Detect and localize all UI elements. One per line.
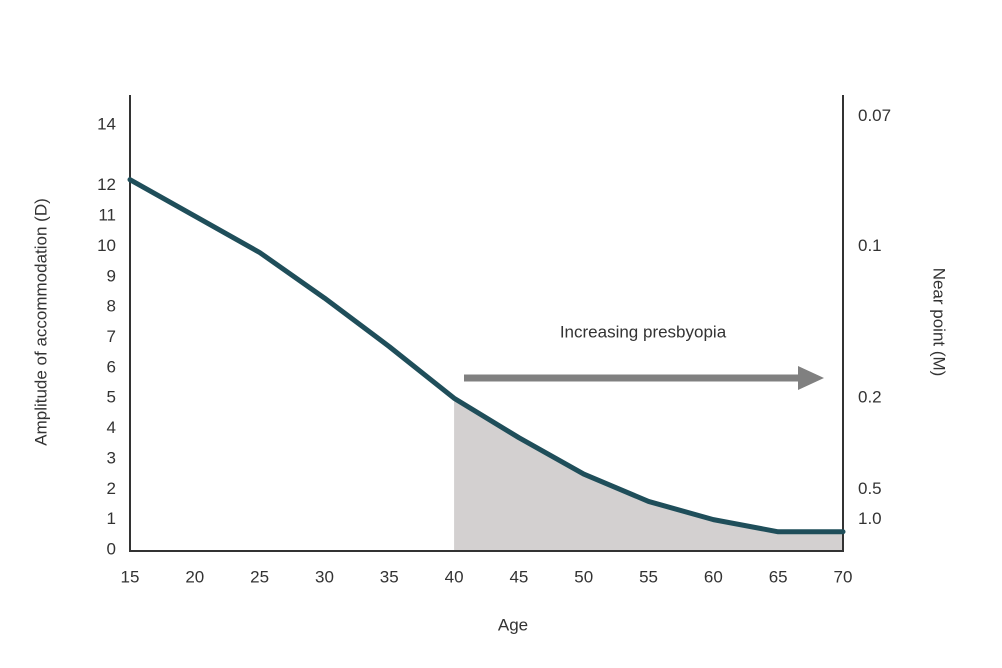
y-axis-label: Amplitude of accommodation (D) bbox=[31, 198, 50, 446]
y2-tick-label: 0.07 bbox=[858, 106, 891, 125]
annotation: Increasing presbyopia bbox=[560, 322, 727, 341]
x-tick-label: 30 bbox=[315, 567, 334, 586]
x-tick-label: 25 bbox=[250, 567, 269, 586]
y-tick-label: 3 bbox=[107, 448, 116, 467]
y-tick-label: 10 bbox=[97, 236, 116, 255]
y2-tick-label: 0.1 bbox=[858, 236, 882, 255]
x-tick-label: 60 bbox=[704, 567, 723, 586]
y-tick-label: 2 bbox=[107, 479, 116, 498]
y-tick-label: 12 bbox=[97, 175, 116, 194]
y2-tick-label: 0.2 bbox=[858, 388, 882, 407]
x-tick-label: 65 bbox=[769, 567, 788, 586]
x-axis-label: Age bbox=[498, 615, 528, 634]
y-tick-label: 14 bbox=[97, 114, 116, 133]
y-tick-label: 1 bbox=[107, 509, 116, 528]
x-tick-label: 50 bbox=[574, 567, 593, 586]
y2-tick-label: 1.0 bbox=[858, 509, 882, 528]
y-tick-label: 8 bbox=[107, 297, 116, 316]
x-tick-label: 55 bbox=[639, 567, 658, 586]
line bbox=[127, 177, 846, 535]
x-tick-label: 40 bbox=[445, 567, 464, 586]
y-tick-label: 7 bbox=[107, 327, 116, 346]
y-tick-label: 11 bbox=[98, 206, 116, 225]
y2-axis-label: Near point (M) bbox=[930, 268, 949, 377]
x-tick-label: 15 bbox=[121, 567, 140, 586]
y-tick-label: 5 bbox=[107, 388, 116, 407]
x-tick-label: 45 bbox=[509, 567, 528, 586]
x-tick-label: 35 bbox=[380, 567, 399, 586]
y2-tick-label: 0.5 bbox=[858, 479, 882, 498]
x-tick-label: 20 bbox=[185, 567, 204, 586]
shaded-area bbox=[454, 398, 843, 550]
y-tick-label: 4 bbox=[107, 418, 116, 437]
x-tick-label: 70 bbox=[834, 567, 853, 586]
y-tick-label: 0 bbox=[107, 539, 116, 558]
y-tick-label: 6 bbox=[107, 357, 116, 376]
arrow-head bbox=[798, 366, 824, 390]
y-tick-label: 9 bbox=[107, 266, 116, 285]
